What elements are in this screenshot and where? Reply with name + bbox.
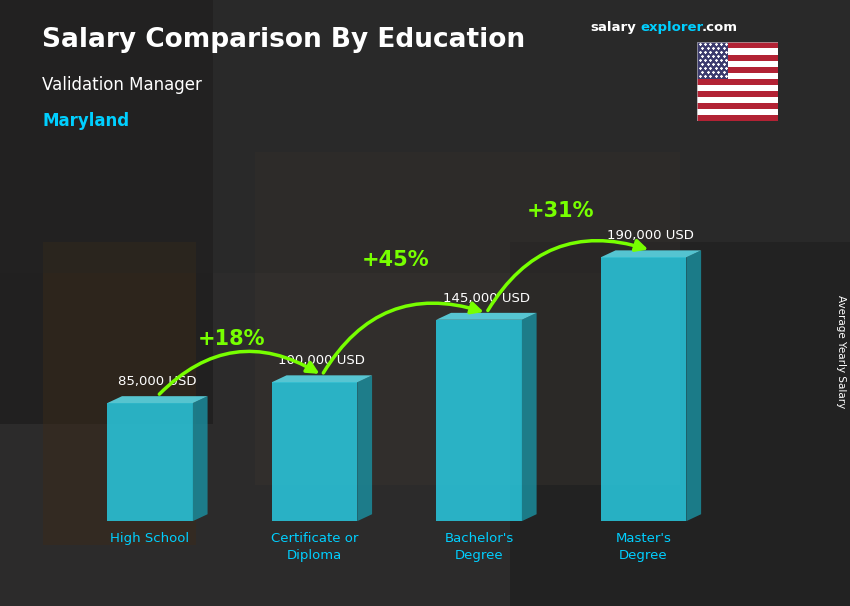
Bar xyxy=(697,73,778,79)
Bar xyxy=(697,79,778,85)
Text: Validation Manager: Validation Manager xyxy=(42,76,202,94)
Bar xyxy=(697,85,778,91)
Bar xyxy=(697,61,778,67)
Bar xyxy=(697,42,728,79)
Text: +45%: +45% xyxy=(362,250,430,270)
Bar xyxy=(697,115,778,121)
Bar xyxy=(697,91,778,97)
Bar xyxy=(697,67,778,73)
Text: .com: .com xyxy=(701,21,737,34)
Polygon shape xyxy=(601,258,686,521)
Polygon shape xyxy=(272,375,372,382)
Text: +31%: +31% xyxy=(527,201,594,221)
Bar xyxy=(510,242,850,606)
Bar xyxy=(697,48,778,55)
Bar xyxy=(697,55,778,61)
Polygon shape xyxy=(601,250,701,258)
Bar xyxy=(697,97,778,103)
Text: 100,000 USD: 100,000 USD xyxy=(279,354,366,367)
Bar xyxy=(0,0,212,424)
Polygon shape xyxy=(436,313,536,320)
Bar xyxy=(42,242,196,545)
Bar xyxy=(0,0,850,273)
Text: Average Yearly Salary: Average Yearly Salary xyxy=(836,295,846,408)
Bar xyxy=(697,42,778,48)
Text: 145,000 USD: 145,000 USD xyxy=(443,291,530,304)
Text: +18%: +18% xyxy=(198,329,265,349)
Bar xyxy=(697,109,778,115)
Text: explorer: explorer xyxy=(640,21,703,34)
Text: 85,000 USD: 85,000 USD xyxy=(118,375,196,388)
Text: salary: salary xyxy=(591,21,637,34)
Polygon shape xyxy=(107,403,193,521)
Text: 190,000 USD: 190,000 USD xyxy=(608,229,694,242)
Polygon shape xyxy=(107,396,207,403)
Text: Salary Comparison By Education: Salary Comparison By Education xyxy=(42,27,525,53)
Polygon shape xyxy=(357,375,372,521)
Polygon shape xyxy=(686,250,701,521)
Polygon shape xyxy=(436,320,522,521)
Polygon shape xyxy=(193,396,207,521)
Bar xyxy=(255,152,680,485)
Polygon shape xyxy=(522,313,536,521)
Bar xyxy=(697,103,778,109)
Text: Maryland: Maryland xyxy=(42,112,129,130)
Polygon shape xyxy=(272,382,357,521)
